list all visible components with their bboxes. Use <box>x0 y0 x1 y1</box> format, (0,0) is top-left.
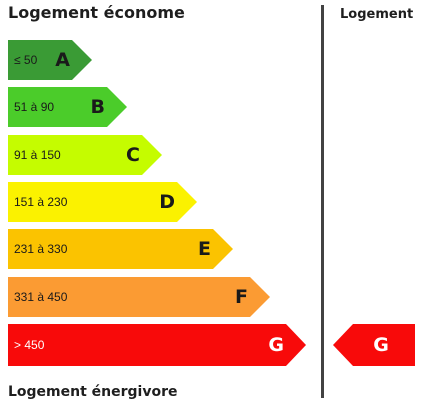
energy-letter-b: B <box>90 96 105 118</box>
energy-bar-c: 91 à 150 C <box>8 135 162 175</box>
energy-bar-e: 231 à 330 E <box>8 229 233 269</box>
footer-label: Logement énergivore <box>8 384 178 400</box>
energy-letter-g: G <box>268 334 284 356</box>
energy-range-f: 331 à 450 <box>14 290 68 304</box>
energy-range-b: 51 à 90 <box>14 100 55 114</box>
energy-bar-d: 151 à 230 D <box>8 182 197 222</box>
energy-bar-g: > 450 G <box>8 324 306 366</box>
current-class-indicator: G <box>333 324 415 366</box>
energy-range-c: 91 à 150 <box>14 148 61 162</box>
header-title: Logement économe <box>8 3 185 22</box>
column-divider <box>321 5 324 398</box>
energy-range-g: > 450 <box>14 338 45 352</box>
energy-letter-a: A <box>55 49 70 71</box>
energy-range-d: 151 à 230 <box>14 195 68 209</box>
energy-letter-f: F <box>235 286 248 308</box>
energy-bar-f: 331 à 450 F <box>8 277 270 317</box>
energy-letter-c: C <box>126 144 140 166</box>
energy-letter-d: D <box>159 191 175 213</box>
energy-letter-e: E <box>198 238 211 260</box>
energy-bar-a: ≤ 50 A <box>8 40 92 80</box>
energy-range-a: ≤ 50 <box>14 53 38 67</box>
energy-bar-b: 51 à 90 B <box>8 87 127 127</box>
current-class-letter: G <box>373 334 389 356</box>
column-title: Logement <box>340 7 414 22</box>
energy-range-e: 231 à 330 <box>14 242 68 256</box>
